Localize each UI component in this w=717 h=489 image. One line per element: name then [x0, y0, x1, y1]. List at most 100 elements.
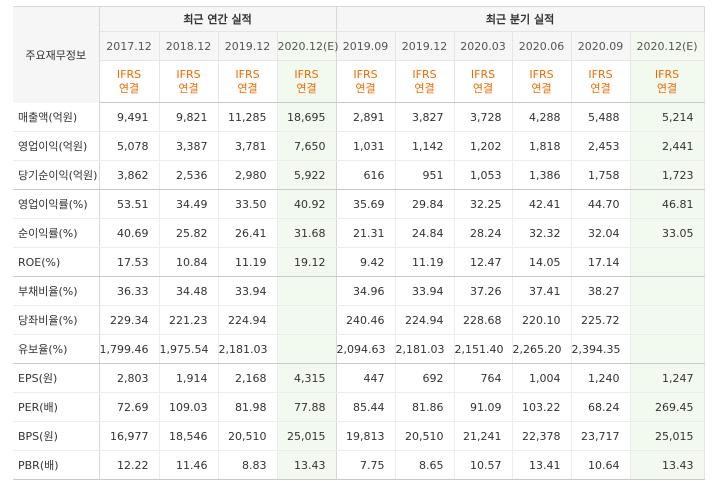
- table-cell: 21.31: [335, 218, 396, 248]
- table-cell: 1,723: [629, 160, 705, 190]
- basis-header-row: IFRS 연결 IFRS 연결 IFRS 연결 IFRS 연결 IFRS 연결 IFRS 연결 IFRS…: [13, 60, 705, 103]
- table-row: 영업이익(억원) 5,078 3,387 3,781 7,650 1,031 1,142 1,…: [13, 131, 705, 161]
- table-cell: 37.26: [453, 276, 513, 306]
- table-cell: 229.34: [98, 305, 159, 335]
- period-header: 2019.09: [335, 31, 396, 61]
- table-cell: 19.12: [276, 247, 337, 277]
- table-cell: 33.50: [217, 189, 277, 219]
- table-cell: 2,394.35: [570, 334, 631, 364]
- accounting-basis-header: IFRS 연결: [394, 60, 455, 103]
- table-row: 순이익률(%) 40.69 25.82 26.41 31.68 21.31 24.84 28.…: [13, 218, 705, 248]
- row-label: 당기순이익(억원): [13, 160, 100, 190]
- table-row: PER(배) 72.69 109.03 81.98 77.88 85.44 81.86 91.…: [13, 392, 705, 422]
- table-row: 유보율(%) 1,799.46 1,975.54 2,181.03 2,094.63 2,…: [13, 334, 705, 364]
- table-cell: [276, 276, 337, 306]
- basis-scope-label: 연결: [590, 81, 611, 95]
- table-cell: 4,288: [511, 102, 572, 132]
- table-cell: 25,015: [276, 421, 337, 451]
- basis-standard-label: IFRS: [294, 67, 319, 81]
- table-cell: 24.84: [394, 218, 455, 248]
- basis-scope-label: 연결: [118, 81, 140, 95]
- row-label: PBR(배): [13, 450, 100, 480]
- quarterly-group-header: 최근 분기 실적: [335, 6, 705, 32]
- table-cell: 3,827: [394, 102, 455, 132]
- table-cell: 11.19: [217, 247, 277, 277]
- table-cell: 10.84: [158, 247, 218, 277]
- table-cell: 25,015: [629, 421, 705, 451]
- table-cell: 46.81: [629, 189, 705, 219]
- basis-scope-label: 연결: [531, 81, 552, 95]
- table-cell: 2,181.03: [217, 334, 277, 364]
- table-row: PBR(배) 12.22 11.46 8.83 13.43 7.75 8.65 10.57 13…: [13, 450, 705, 480]
- basis-standard-label: IFRS: [529, 67, 554, 81]
- period-header: 2019.12: [394, 31, 455, 61]
- table-cell: 23,717: [570, 421, 631, 451]
- period-header: 2020.12(E): [276, 31, 339, 61]
- table-cell: 34.49: [158, 189, 218, 219]
- table-cell: 2,980: [217, 160, 277, 190]
- table-cell: 77.88: [276, 392, 337, 422]
- table-cell: 26.41: [217, 218, 277, 248]
- accounting-basis-header: IFRS 연결: [335, 60, 396, 103]
- table-cell: 5,488: [570, 102, 631, 132]
- table-cell: 9,821: [158, 102, 218, 132]
- table-cell: 33.05: [629, 218, 705, 248]
- table-row: ROE(%) 17.53 10.84 11.19 19.12 9.42 11.19 12.47…: [13, 247, 705, 277]
- table-cell: 109.03: [158, 392, 218, 422]
- table-cell: 1,758: [570, 160, 631, 190]
- basis-standard-label: IFRS: [412, 67, 437, 81]
- table-row: 당기순이익(억원) 3,862 2,536 2,980 5,922 616 951 1,053…: [13, 160, 705, 190]
- table-cell: 5,922: [276, 160, 337, 190]
- basis-scope-label: 연결: [237, 81, 258, 95]
- table-cell: 2,803: [98, 363, 159, 393]
- table-cell: 1,818: [511, 131, 572, 161]
- table-cell: 13.41: [511, 450, 572, 480]
- period-header: 2018.12: [158, 31, 218, 61]
- table-cell: 11,285: [217, 102, 277, 132]
- row-label: 영업이익률(%): [13, 189, 100, 219]
- basis-scope-label: 연결: [178, 81, 199, 95]
- table-cell: 33.94: [394, 276, 455, 306]
- table-cell: 224.94: [394, 305, 455, 335]
- table-row: 부채비율(%) 36.33 34.48 33.94 34.96 33.94 37.26 37.…: [13, 276, 705, 306]
- table-cell: 1,202: [453, 131, 513, 161]
- table-cell: 35.69: [335, 189, 396, 219]
- table-cell: 616: [335, 160, 396, 190]
- table-cell: 2,168: [217, 363, 277, 393]
- table-cell: 9.42: [335, 247, 396, 277]
- period-header: 2017.12: [98, 31, 159, 61]
- table-cell: 764: [453, 363, 513, 393]
- period-header: 2020.03: [453, 31, 513, 61]
- table-cell: 22,378: [511, 421, 572, 451]
- table-cell: 91.09: [453, 392, 513, 422]
- row-label: 순이익률(%): [13, 218, 100, 248]
- accounting-basis-header: IFRS 연결: [511, 60, 572, 103]
- table-cell: 16,977: [98, 421, 159, 451]
- table-cell: 225.72: [570, 305, 631, 335]
- accounting-basis-header: IFRS 연결: [570, 60, 631, 103]
- table-cell: 2,441: [629, 131, 705, 161]
- table-cell: 12.22: [98, 450, 159, 480]
- table-cell: 18,695: [276, 102, 337, 132]
- table-cell: 8.65: [394, 450, 455, 480]
- table-cell: 53.51: [98, 189, 159, 219]
- table-cell: [629, 334, 705, 364]
- table-cell: 1,004: [511, 363, 572, 393]
- table-cell: 2,891: [335, 102, 396, 132]
- annual-group-header: 최근 연간 실적: [98, 6, 337, 32]
- table-cell: 13.43: [276, 450, 337, 480]
- table-cell: 14.05: [511, 247, 572, 277]
- table-cell: 269.45: [629, 392, 705, 422]
- table-cell: 17.14: [570, 247, 631, 277]
- table-cell: 37.41: [511, 276, 572, 306]
- table-cell: 951: [394, 160, 455, 190]
- table-cell: 2,453: [570, 131, 631, 161]
- table-cell: 2,094.63: [335, 334, 396, 364]
- table-cell: 3,728: [453, 102, 513, 132]
- row-label: BPS(원): [13, 421, 100, 451]
- table-cell: 68.24: [570, 392, 631, 422]
- table-cell: 220.10: [511, 305, 572, 335]
- table-row: EPS(원) 2,803 1,914 2,168 4,315 447 692 764 1,004…: [13, 363, 705, 393]
- table-cell: 20,510: [394, 421, 455, 451]
- table-cell: 240.46: [335, 305, 396, 335]
